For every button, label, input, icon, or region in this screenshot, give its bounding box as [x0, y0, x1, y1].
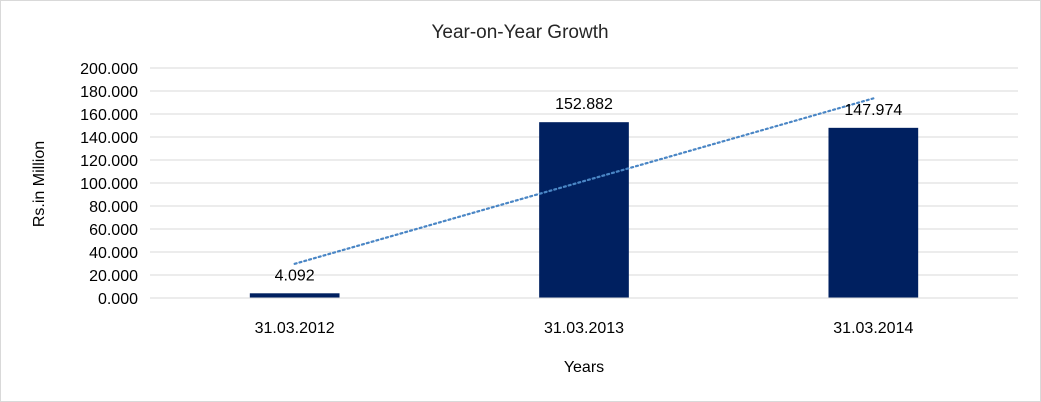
data-label: 4.092 — [275, 267, 315, 284]
bar — [249, 293, 340, 298]
y-tick-label: 120.000 — [80, 153, 138, 170]
data-label: 152.882 — [555, 96, 613, 113]
y-tick-label: 60.000 — [89, 222, 138, 239]
y-axis-ticks: 0.000 20.000 40.000 60.000 80.000 100.000 120.… — [80, 61, 138, 308]
bar — [539, 122, 629, 298]
y-tick-label: 200.000 — [80, 61, 138, 78]
y-tick-label: 40.000 — [89, 245, 138, 262]
y-tick-label: 160.000 — [80, 107, 138, 124]
x-tick-label: 31.03.2014 — [833, 320, 913, 337]
y-tick-label: 100.000 — [80, 176, 138, 193]
y-tick-label: 180.000 — [80, 84, 138, 101]
x-tick-label: 31.03.2012 — [255, 320, 335, 337]
trendline-group — [293, 97, 875, 265]
bar — [828, 127, 919, 299]
y-tick-label: 20.000 — [89, 268, 138, 285]
y-axis-label: Rs.in Million — [31, 141, 48, 227]
x-axis-label: Years — [564, 359, 604, 376]
data-label: 147.974 — [844, 102, 902, 119]
data-labels: 4.092 152.882 147.974 — [275, 96, 903, 284]
x-tick-label: 31.03.2013 — [544, 320, 624, 337]
y-tick-label: 0.000 — [98, 291, 138, 308]
trendline — [293, 97, 875, 265]
x-axis-ticks: 31.03.2012 31.03.2013 31.03.2014 — [255, 320, 914, 337]
y-tick-label: 80.000 — [89, 199, 138, 216]
y-tick-label: 140.000 — [80, 130, 138, 147]
chart-title: Year-on-Year Growth — [431, 22, 608, 43]
bars — [249, 122, 919, 299]
